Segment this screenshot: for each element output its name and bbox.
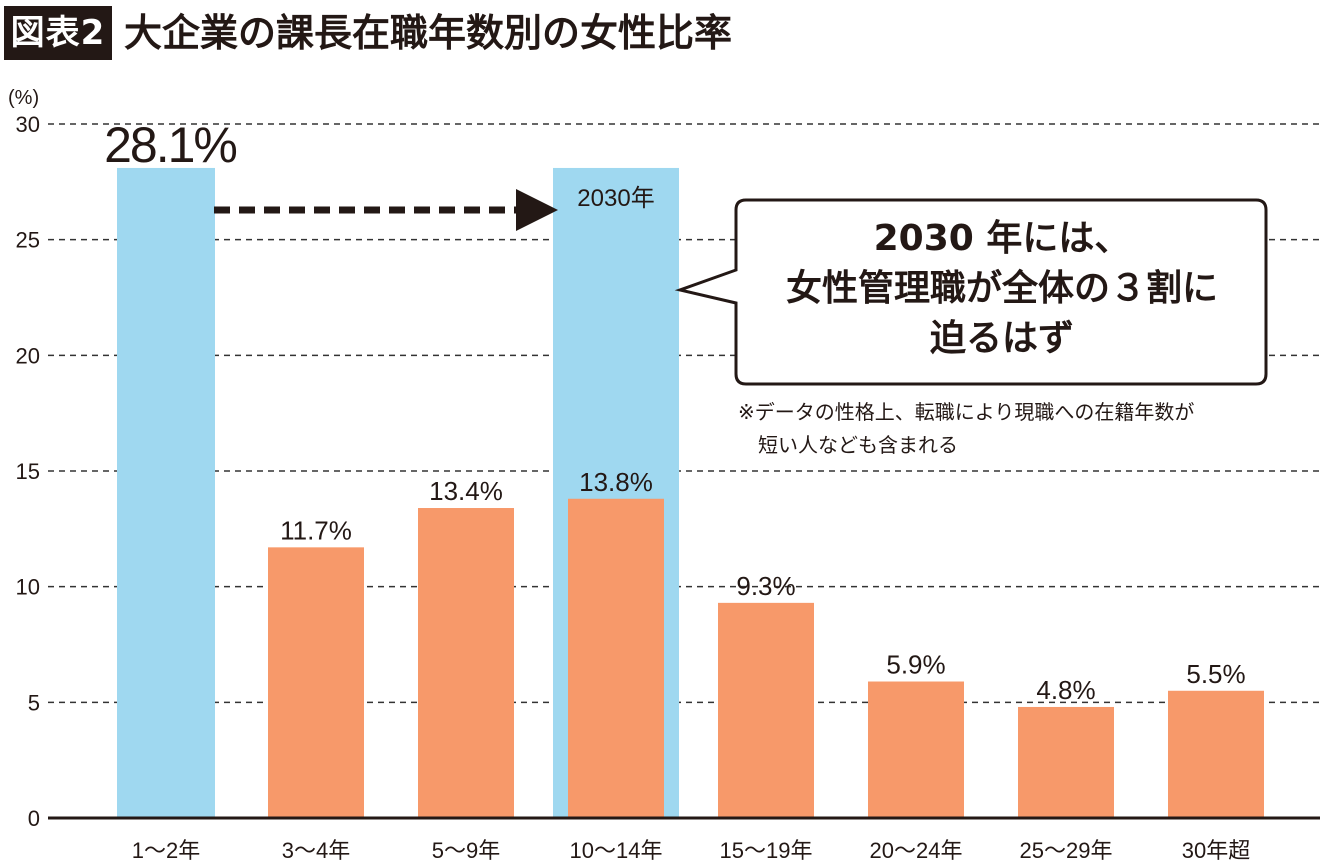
chart-title: 大企業の課長在職年数別の女性比率 [124, 11, 733, 55]
x-tick-label: 25～29年 [1020, 838, 1113, 863]
y-tick-label: 0 [28, 806, 40, 831]
callout-bubble [674, 198, 1268, 386]
data-label: 13.4% [429, 476, 503, 506]
data-label: 5.5% [1186, 659, 1245, 689]
footnote: ※データの性格上、転職により現職への在籍年数が 短い人なども含まれる [738, 396, 1194, 462]
data-label: 4.8% [1036, 675, 1095, 705]
data-labels: 28.1% 11.7% 13.4% 13.8% 9.3% 5.9% 4.8% 5.5% [104, 117, 1246, 705]
y-tick-label: 20 [16, 343, 40, 368]
footnote-line-1: ※データの性格上、転職により現職への在籍年数が [738, 400, 1195, 424]
callout-line-3: 迫るはず [929, 318, 1074, 359]
highlight-bars [117, 167, 679, 818]
x-tick-label: 15～19年 [720, 838, 813, 863]
y-tick-label: 30 [16, 112, 40, 137]
y-tick-label: 10 [16, 575, 40, 600]
data-label: 28.1% [104, 117, 236, 173]
y-tick-label: 25 [16, 228, 40, 253]
figure-label: 図表2 [4, 6, 112, 60]
callout-line-1: 2030 年には、 [873, 218, 1131, 259]
x-tick-label: 30年超 [1182, 838, 1250, 863]
y-tick-label: 5 [28, 690, 40, 715]
x-tick-label: 20～24年 [870, 838, 963, 863]
x-tick-label: 3～4年 [282, 838, 350, 863]
highlight-bar-current [117, 167, 215, 818]
y-tick-label: 15 [16, 459, 40, 484]
callout-line-2: 女性管理職が全体の３割に [785, 268, 1218, 309]
projection-label: 2030年 [577, 185, 654, 212]
bar [568, 498, 664, 818]
data-label: 5.9% [886, 650, 945, 680]
bars [268, 498, 1264, 818]
bar [1018, 706, 1114, 818]
x-tick-label: 1～2年 [132, 838, 200, 863]
footnote-line-2: 短い人なども含まれる [758, 433, 958, 457]
callout-text: 2030 年には、 女性管理職が全体の３割に 迫るはず [738, 214, 1266, 364]
x-tick-label: 10～14年 [570, 838, 663, 863]
bar [1168, 690, 1264, 818]
axes: (%) 0 5 10 15 20 25 30 1～2年 3～4年 5～9年 10～14年 15～19年 2… [8, 87, 1320, 863]
bar [868, 681, 964, 818]
data-label: 9.3% [736, 571, 795, 601]
annotations: 2030年 [214, 185, 655, 231]
x-tick-label: 5～9年 [432, 838, 500, 863]
y-unit-label: (%) [8, 87, 39, 109]
bar [718, 602, 814, 818]
data-label: 11.7% [280, 515, 352, 545]
bar [418, 508, 514, 818]
bar [268, 547, 364, 818]
data-label: 13.8% [579, 467, 653, 497]
